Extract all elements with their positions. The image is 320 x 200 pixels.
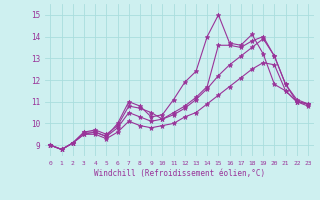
- X-axis label: Windchill (Refroidissement éolien,°C): Windchill (Refroidissement éolien,°C): [94, 169, 265, 178]
